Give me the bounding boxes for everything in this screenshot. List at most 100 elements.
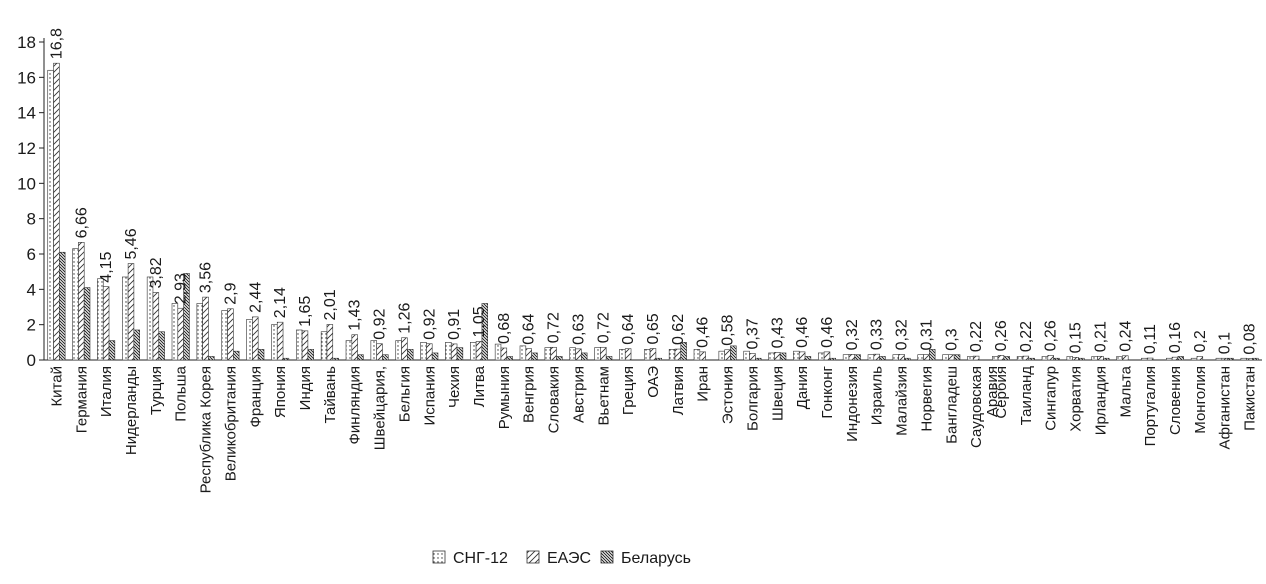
bar-dense-hatch bbox=[456, 347, 464, 361]
data-label: 0,26 bbox=[993, 320, 1010, 351]
x-tick-label: Израиль bbox=[869, 366, 886, 425]
bar-hatch bbox=[823, 351, 831, 361]
bar-hatch bbox=[276, 321, 284, 361]
bar-dense-hatch bbox=[730, 345, 737, 361]
x-tick-label: Германия bbox=[73, 366, 90, 433]
bar-dense-hatch bbox=[531, 352, 538, 361]
y-tick-label: 4 bbox=[27, 280, 36, 299]
y-tick-label: 0 bbox=[27, 351, 36, 370]
bar-hatch bbox=[1072, 357, 1079, 361]
bar-dots bbox=[743, 350, 750, 361]
bar-dots bbox=[171, 303, 179, 361]
legend-label: Беларусь bbox=[621, 550, 691, 567]
bar-dots bbox=[817, 352, 825, 361]
bar-hatch bbox=[202, 296, 209, 361]
bar-dense-hatch bbox=[1252, 357, 1259, 361]
x-tick-label: Литва bbox=[471, 365, 488, 407]
bar-dense-hatch bbox=[233, 350, 240, 361]
bar-dense-hatch bbox=[1227, 357, 1234, 361]
bar-dense-hatch bbox=[332, 357, 339, 361]
bar-hatch bbox=[53, 62, 60, 361]
bar-dense-hatch bbox=[506, 356, 513, 361]
x-tick-label: Сербия bbox=[993, 366, 1010, 419]
bar-dots bbox=[97, 278, 104, 361]
bar-hatch bbox=[78, 242, 85, 361]
data-label: 2,93 bbox=[173, 273, 190, 304]
bar-dense-hatch bbox=[755, 357, 762, 361]
x-tick-label: Венгрия bbox=[521, 366, 538, 423]
x-tick-label: Италия bbox=[98, 366, 115, 417]
bar-dots bbox=[768, 352, 775, 361]
bar-hatch bbox=[1047, 355, 1054, 361]
bar-dots bbox=[370, 340, 377, 361]
data-label: 2,01 bbox=[322, 289, 339, 320]
bar-hatch bbox=[252, 316, 259, 361]
bar-dots bbox=[569, 347, 576, 361]
data-label: 0,22 bbox=[1018, 321, 1035, 352]
data-labels: 16,8 6,66 4,15 5,46 3,82 2,93 3,56 2,9 2,44 2,14 1… bbox=[48, 28, 1258, 355]
bar-hatch bbox=[749, 353, 756, 361]
x-tick-label: Румыния bbox=[496, 366, 513, 429]
data-label: 0,58 bbox=[720, 315, 737, 346]
bar-dense-hatch bbox=[481, 303, 488, 361]
x-tick-label: Норвегия bbox=[918, 366, 935, 432]
bar-dense-hatch bbox=[605, 356, 613, 361]
data-label: 0,62 bbox=[670, 314, 687, 345]
bar-dense-hatch bbox=[829, 357, 837, 361]
bar-hatch bbox=[972, 355, 980, 361]
bar-dots bbox=[196, 303, 203, 361]
x-tick-label: ОАЭ bbox=[645, 366, 662, 398]
bar-hatch bbox=[575, 348, 582, 361]
x-tick-label: Болгария bbox=[744, 366, 761, 431]
x-tick-label: Финляндия bbox=[347, 366, 364, 444]
x-tick-label: Пакистан bbox=[1242, 366, 1259, 431]
data-label: 0,46 bbox=[794, 317, 811, 348]
bar-dots bbox=[643, 349, 651, 361]
data-label: 1,43 bbox=[347, 299, 364, 330]
bar-dots bbox=[1066, 356, 1073, 361]
data-label: 16,8 bbox=[48, 28, 65, 59]
x-tick-label: Индия bbox=[297, 366, 314, 410]
bar-dots bbox=[1091, 356, 1098, 361]
bar-dots bbox=[1041, 356, 1049, 361]
bar-dense-hatch bbox=[1053, 357, 1060, 361]
y-tick-label: 8 bbox=[27, 210, 36, 229]
bar-dots bbox=[693, 349, 701, 361]
x-tick-label: Нидерланды bbox=[123, 366, 140, 455]
bar-dots bbox=[320, 331, 328, 361]
data-label: 0,91 bbox=[446, 309, 463, 340]
data-label: 6,66 bbox=[73, 207, 90, 238]
bar-hatch bbox=[699, 351, 706, 361]
bar-hatch bbox=[1221, 357, 1228, 361]
data-label: 0,11 bbox=[1142, 324, 1159, 354]
bar-hatch bbox=[525, 348, 532, 361]
bar-dots bbox=[718, 350, 725, 361]
bar-dense-hatch bbox=[879, 356, 886, 361]
bar-hatch bbox=[475, 341, 483, 361]
bar-dense-hatch bbox=[257, 349, 265, 361]
data-label: 3,56 bbox=[198, 262, 215, 293]
x-tick-label: Китай bbox=[48, 366, 65, 407]
x-tick-label: Словакия bbox=[546, 366, 563, 433]
bar-dots bbox=[1116, 356, 1123, 361]
x-tick-label: Иран bbox=[695, 366, 712, 402]
data-label: 5,46 bbox=[123, 228, 140, 259]
bar-dots bbox=[122, 276, 129, 361]
bar-dots bbox=[1166, 357, 1173, 361]
y-tick-label: 2 bbox=[27, 316, 36, 335]
data-label: 0,26 bbox=[1043, 320, 1060, 351]
bar-dense-hatch bbox=[83, 287, 91, 361]
legend-label: СНГ-12 bbox=[453, 550, 508, 567]
data-label: 0,64 bbox=[521, 313, 538, 344]
bar-hatch bbox=[401, 337, 408, 361]
data-label: 2,44 bbox=[247, 282, 264, 313]
bar-dense-hatch bbox=[133, 329, 140, 361]
bar-dots bbox=[991, 356, 999, 361]
x-tick-label: Малайзия bbox=[894, 366, 911, 436]
data-label: 0,24 bbox=[1117, 321, 1134, 352]
legend: СНГ-12 ЕАЭС Беларусь bbox=[432, 550, 691, 567]
bar-dots bbox=[494, 343, 502, 361]
x-tick-label: Швеция bbox=[769, 366, 786, 421]
bar-hatch bbox=[550, 346, 557, 361]
